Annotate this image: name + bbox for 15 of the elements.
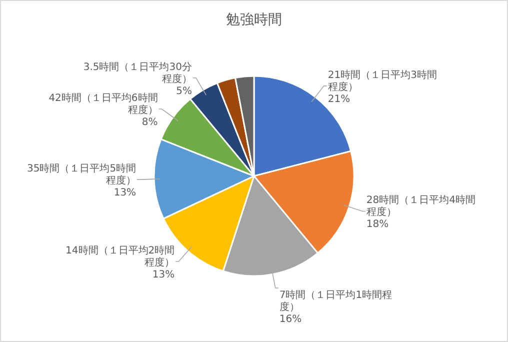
data-label: 5%	[176, 86, 192, 97]
data-label: 18%	[366, 219, 389, 230]
data-label: 16%	[279, 314, 302, 325]
data-label: 8%	[142, 116, 158, 128]
data-label: 13%	[152, 270, 175, 281]
chart-title: 勉強時間	[226, 12, 282, 28]
slice-label: 35時間（１日平均5時間程度）	[26, 162, 136, 187]
slice-label: 21時間（１日平均3時間程度）	[328, 68, 437, 93]
slice-label: 14時間（１日平均2時間程度）	[66, 244, 175, 269]
data-label: 21%	[328, 94, 350, 105]
data-label: 13%	[114, 188, 136, 199]
slice-label: 28時間（１日平均4時間程度）	[366, 194, 476, 218]
slice-label: 42時間（１日平均6時間程度）	[48, 92, 158, 116]
slice-label: 3.5時間（１日平均30分程度）	[83, 60, 192, 85]
slice-label: 7時間（１日平均1時間程度）	[279, 288, 392, 313]
